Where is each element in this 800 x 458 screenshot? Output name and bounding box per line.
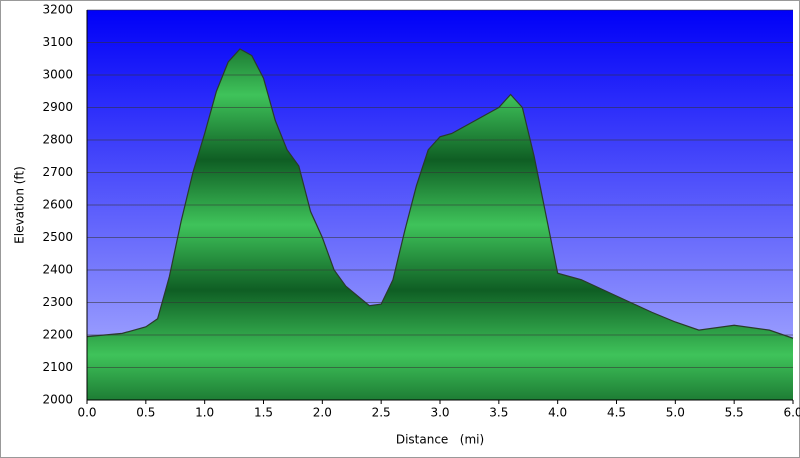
y-tick-label: 2200 — [42, 328, 73, 342]
y-tick-label: 3200 — [42, 3, 73, 17]
area-fill — [87, 49, 793, 400]
y-tick-label: 2300 — [42, 295, 73, 309]
x-tick-label: 6.0 — [783, 406, 800, 420]
x-tick-label: 1.0 — [195, 406, 214, 420]
x-tick-label: 4.5 — [607, 406, 626, 420]
x-tick-label: 3.0 — [430, 406, 449, 420]
y-tick-label: 2800 — [42, 133, 73, 147]
y-tick-label: 2400 — [42, 263, 73, 277]
y-tick-label: 2000 — [42, 393, 73, 407]
x-tick-label: 4.0 — [548, 406, 567, 420]
x-tick-label: 0.0 — [77, 406, 96, 420]
y-axis-title: Elevation (ft) — [13, 166, 27, 244]
y-tick-label: 3100 — [42, 35, 73, 49]
x-tick-label: 5.0 — [666, 406, 685, 420]
x-tick-label: 5.5 — [725, 406, 744, 420]
x-axis-title: Distance (mi) — [396, 433, 484, 447]
y-tick-label: 2600 — [42, 198, 73, 212]
y-tick-label: 2700 — [42, 165, 73, 179]
x-tick-label: 0.5 — [136, 406, 155, 420]
y-tick-label: 2500 — [42, 230, 73, 244]
y-tick-label: 2100 — [42, 360, 73, 374]
y-tick-label: 3000 — [42, 68, 73, 82]
x-tick-label: 2.0 — [313, 406, 332, 420]
x-tick-label: 3.5 — [489, 406, 508, 420]
x-tick-label: 2.5 — [372, 406, 391, 420]
y-tick-label: 2900 — [42, 100, 73, 114]
x-tick-label: 1.5 — [254, 406, 273, 420]
area-line — [86, 48, 794, 339]
